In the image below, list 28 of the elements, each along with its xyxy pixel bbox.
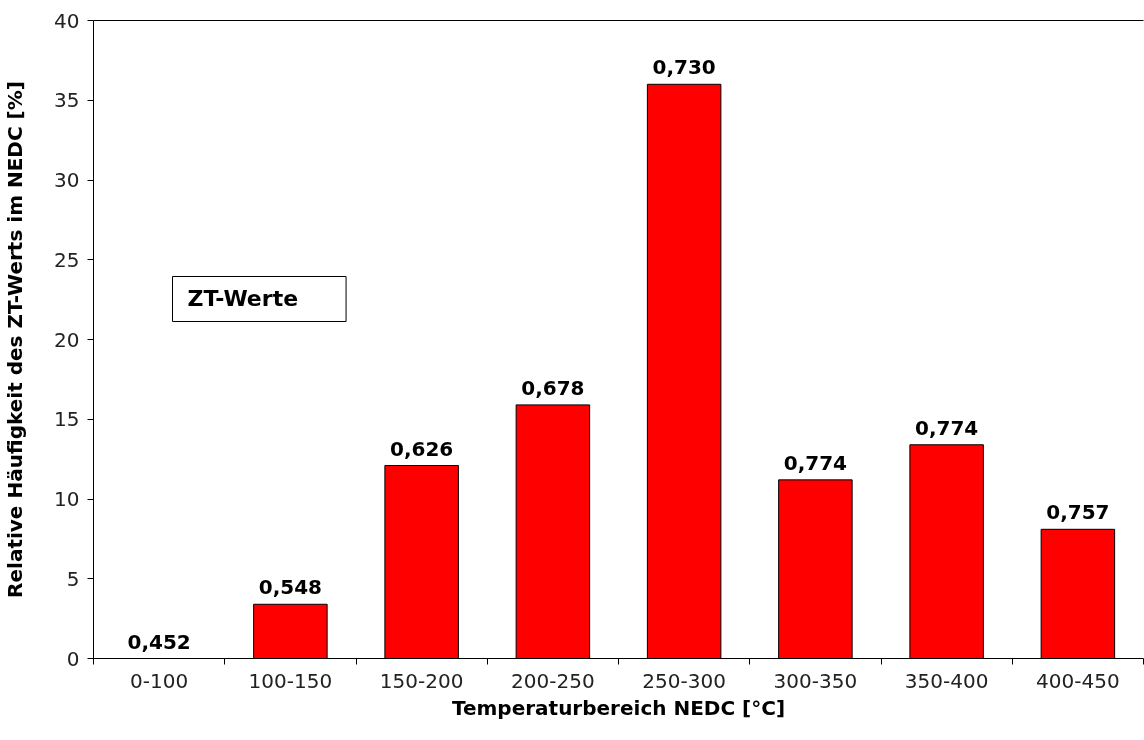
x-tick-label: 150-200: [379, 668, 464, 693]
x-tick-label: 0-100: [130, 668, 189, 693]
annotation: 0,757: [1046, 500, 1110, 525]
x-axis-title: Temperaturbereich NEDC [°C]: [451, 695, 786, 720]
annotation: 0,548: [258, 575, 323, 600]
y-tick-label: 5: [66, 566, 80, 591]
x-tick-label: 100-150: [248, 668, 333, 693]
x-tick-label: 200-250: [511, 668, 595, 693]
y-tick-label: 10: [54, 487, 80, 511]
x-tick-label: 300-350: [773, 668, 858, 693]
annotation: 0,626: [389, 436, 454, 461]
annotation: 0,774: [783, 450, 848, 475]
x-tick-label: 250-300: [642, 668, 726, 693]
annotation: 0,678: [521, 375, 585, 400]
y-tick-label: 30: [54, 168, 80, 192]
annotation: 0,452: [127, 629, 191, 654]
y-tick-label: 35: [54, 88, 80, 113]
y-axis-title: Relative Häufigkeit des ZT-Werts im NEDC [%]: [3, 81, 28, 598]
y-tick-label: 40: [54, 8, 80, 33]
annotation: 0,730: [652, 55, 716, 80]
y-tick-label: 0: [66, 646, 80, 671]
x-tick-label: 400-450: [1036, 668, 1120, 693]
y-tick-label: 25: [54, 247, 80, 272]
annotation: ZT-Werte: [187, 286, 299, 312]
annotation: 0,774: [914, 415, 979, 440]
y-tick-label: 15: [54, 407, 80, 432]
y-tick-label: 20: [54, 327, 80, 352]
x-tick-label: 350-400: [904, 668, 989, 693]
